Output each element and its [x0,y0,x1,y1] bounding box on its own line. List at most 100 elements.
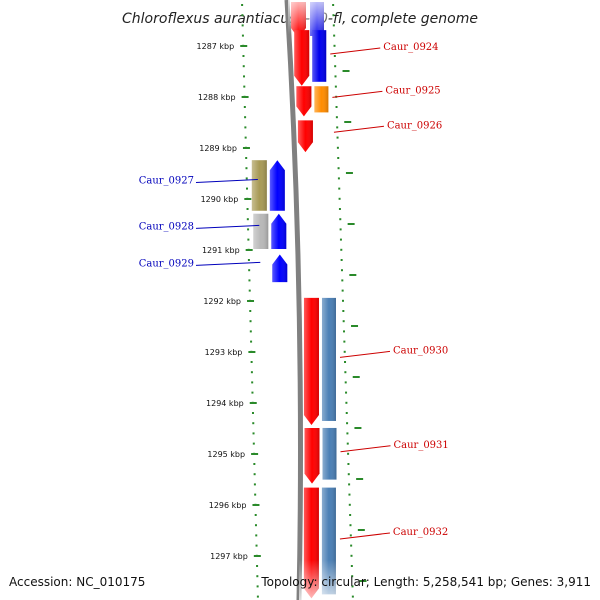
ruler-dot-left [251,412,254,414]
ruler-label: 1289 kbp [199,144,237,153]
ruler-dot-left [255,534,258,537]
ruler-tick-right [351,325,359,327]
ruler-dot-left [255,544,258,547]
ruler-dot-right [340,259,343,261]
ruler-dot-left [242,65,245,68]
cog-block-caur-0930 [321,297,336,421]
ruler-dot-left [256,565,259,567]
gene-label-caur-0931: Caur_0931 [393,440,448,451]
ruler-dot-right [346,442,349,445]
ruler-dot-right [337,157,340,159]
ruler-dot-right [344,381,347,384]
ruler-dot-left [254,493,257,496]
ruler-dot-right [332,14,335,17]
ruler-dot-right [344,371,347,374]
ruler-tick-left [252,504,260,506]
ruler-dot-right [347,463,350,465]
cog-block-caur-0925 [314,86,329,113]
gene-label-caur-0925: Caur_0925 [385,85,440,96]
gene-arrow-caur-0924 [294,30,310,86]
ruler-dot-right [336,136,339,139]
ruler-dot-left [248,279,251,282]
ruler-tick-right [342,70,350,72]
ruler-label: 1290 kbp [201,195,239,204]
gene-arrow-caur-0927 [269,160,285,211]
ruler-dot-left [241,14,244,17]
ruler-dot-left [253,483,256,486]
label-leader-caur-0929 [195,261,261,266]
ruler-label: 1287 kbp [197,42,235,51]
ruler-label: 1293 kbp [205,348,243,357]
ruler-dot-right [342,320,345,323]
ruler-dot-left [249,330,252,333]
ruler-dot-left [243,85,246,88]
ruler-dot-left [241,4,244,6]
ruler-dot-left [248,289,251,292]
ruler-dot-right [348,483,351,486]
ruler-dot-left [243,106,246,108]
label-leader-caur-0925 [332,90,383,98]
ruler-dot-left [250,340,253,343]
ruler-dot-left [248,269,251,272]
ruler-tick-right [354,427,362,429]
ruler-dot-left [246,218,249,221]
label-leader-caur-0932 [339,532,390,540]
ruler-tick-right [345,172,353,174]
ruler-dot-right [345,401,348,404]
label-leader-caur-0930 [339,350,391,358]
ruler-dot-left [252,432,255,435]
ruler-dot-left [241,24,244,27]
ruler-dot-right [339,218,342,221]
ruler-label: 1297 kbp [210,552,248,561]
ruler-dot-right [338,208,341,210]
ruler-dot-right [340,269,343,272]
ruler-dot-right [334,85,337,88]
ruler-dot-right [351,585,354,588]
right-ruler [332,4,367,598]
ruler-dot-left [254,524,257,527]
ruler-dot-left [251,391,254,394]
ruler-tick-right [347,223,355,225]
ruler-dot-right [349,514,352,516]
ruler-dot-left [246,187,249,190]
ruler-dot-left [256,595,259,598]
gene-arrow-caur-0931 [304,427,320,484]
gene-label-caur-0926: Caur_0926 [387,120,442,131]
ruler-label: 1288 kbp [198,93,236,102]
ruler-dot-left [247,238,250,241]
ruler-dot-right [336,126,339,129]
ruler-label: 1296 kbp [209,501,247,510]
ruler-dot-left [252,422,255,425]
ruler-tick-left [241,96,249,98]
ruler-tick-right [344,121,352,123]
ruler-dot-left [247,228,250,231]
label-leader-caur-0926 [333,125,384,133]
label-leader-caur-0931 [340,445,391,453]
ruler-tick-right [357,529,365,531]
ruler-dot-right [345,391,348,394]
ruler-dot-right [350,554,353,557]
ruler-tick-left [242,147,250,149]
label-leader-caur-0928 [195,224,260,229]
gene-arrow-caur-0928 [271,213,287,249]
ruler-dot-right [343,340,346,343]
ruler-dot-right [339,238,342,241]
ruler-dot-right [333,44,336,47]
ruler-dot-left [244,126,247,129]
gene-label-caur-0924: Caur_0924 [383,42,438,53]
ruler-dot-left [243,75,246,78]
cog-block-caur-0924 [312,30,327,82]
ruler-dot-right [345,412,348,414]
ruler-dot-left [249,320,252,323]
ruler-dot-right [337,177,340,180]
cog-block-caur-0931 [322,427,337,480]
ruler-tick-left [245,249,253,251]
ruler-dot-right [344,361,347,363]
ruler-dot-right [341,289,344,292]
fade-top [288,0,328,34]
ruler-dot-right [347,473,350,476]
gene-arrow-caur-0930 [303,297,319,425]
ruler-dot-left [241,34,244,37]
ruler-dot-right [346,422,349,425]
ruler-dot-left [247,259,250,261]
